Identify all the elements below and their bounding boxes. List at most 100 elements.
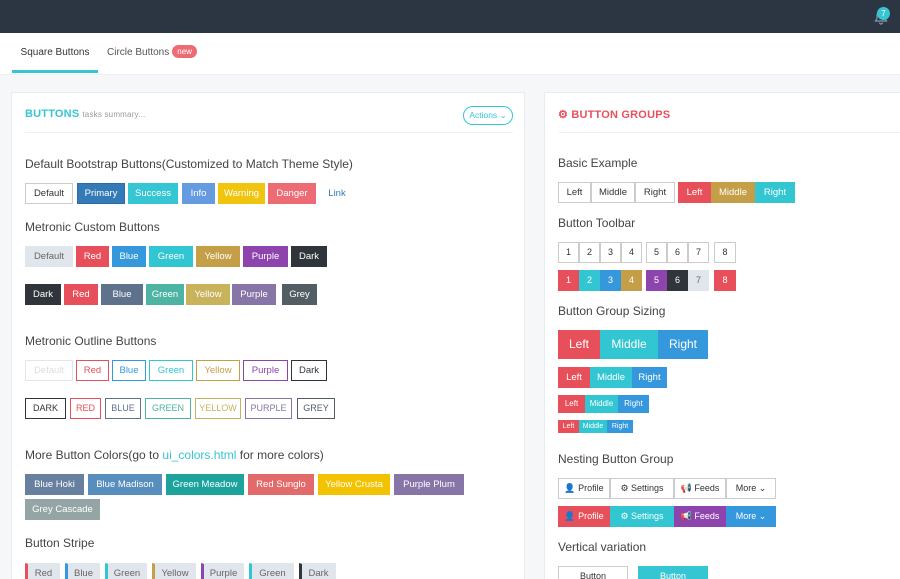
sizing-2-right-button[interactable]: Right [618,395,649,413]
blue-madison-button[interactable]: Blue Madison [88,474,162,495]
toolbar-colored-5-button[interactable]: 5 [646,270,667,291]
outline-dark-button[interactable]: Dark [291,360,327,381]
basic-colored-right-button[interactable]: Right [755,182,795,203]
custom-purple-button[interactable]: Purple [243,246,288,267]
sizing-2-middle-button[interactable]: Middle [585,395,618,413]
custom-dark-button[interactable]: Dark [291,246,327,267]
nesting-colored-settings-button[interactable]: ⚙ Settings [610,506,674,527]
nesting-feeds-button[interactable]: 📢 Feeds [674,478,726,499]
outline-purple-button[interactable]: Purple [243,360,288,381]
custom-green-button[interactable]: Green [149,246,193,267]
toolbar-5-button[interactable]: 5 [646,242,667,263]
sizing-0-middle-button[interactable]: Middle [600,330,658,359]
stripe-red-button[interactable]: Red [25,563,60,579]
toolbar-colored-2-button[interactable]: 2 [579,270,600,291]
outline-alt-green-button[interactable]: GREEN [145,398,191,419]
toolbar-colored-4-button[interactable]: 4 [621,270,642,291]
outline-yellow-button[interactable]: Yellow [196,360,240,381]
nesting-settings-button[interactable]: ⚙ Settings [610,478,674,499]
toolbar-colored-8-button[interactable]: 8 [714,270,736,291]
stripe-blue-button[interactable]: Blue [65,563,100,579]
custom-red-button[interactable]: Red [76,246,109,267]
custom-alt-grey-button[interactable]: Grey [282,284,317,305]
section-heading: Button Toolbar [558,216,636,230]
section-heading: Button Stripe [25,536,95,550]
ui-colors-link[interactable]: ui_colors.html [162,448,237,462]
bootstrap-info-button[interactable]: Info [182,183,215,204]
sizing-0-right-button[interactable]: Right [658,330,708,359]
sizing-3-right-button[interactable]: Right [607,420,633,433]
sizing-2-left-button[interactable]: Left [558,395,585,413]
tab-square-buttons[interactable]: Square Buttons [12,33,98,73]
sizing-0-left-button[interactable]: Left [558,330,600,359]
custom-alt-purple-button[interactable]: Purple [232,284,276,305]
nesting-profile-button[interactable]: 👤 Profile [558,478,610,499]
toolbar-1-button[interactable]: 1 [558,242,579,263]
outline-default-button[interactable]: Default [25,360,73,381]
basic-colored-middle-button[interactable]: Middle [711,182,755,203]
basic-middle-button[interactable]: Middle [591,182,635,203]
outline-alt-grey-button[interactable]: GREY [297,398,335,419]
bootstrap-primary-button[interactable]: Primary [77,183,125,204]
basic-right-button[interactable]: Right [635,182,675,203]
sizing-1-right-button[interactable]: Right [632,367,667,388]
custom-alt-red-button[interactable]: Red [64,284,98,305]
toolbar-2-button[interactable]: 2 [579,242,600,263]
custom-default-button[interactable]: Default [25,246,73,267]
bootstrap-success-button[interactable]: Success [128,183,178,204]
blue-hoki-button[interactable]: Blue Hoki [25,474,84,495]
toolbar-3-button[interactable]: 3 [600,242,621,263]
custom-alt-yellow-button[interactable]: Yellow [186,284,230,305]
bootstrap-danger-button[interactable]: Danger [268,183,316,204]
toolbar-7-button[interactable]: 7 [688,242,709,263]
outline-blue-button[interactable]: Blue [112,360,146,381]
yellow-crusta-button[interactable]: Yellow Crusta [318,474,390,495]
custom-blue-button[interactable]: Blue [112,246,146,267]
sizing-1-middle-button[interactable]: Middle [590,367,632,388]
toolbar-colored-6-button[interactable]: 6 [667,270,688,291]
nesting-colored-feeds-button[interactable]: 📢 Feeds [674,506,726,527]
stripe-purple-button[interactable]: Purple [201,563,244,579]
outline-alt-purple-button[interactable]: PURPLE [245,398,292,419]
tab-label: Square Buttons [20,47,90,58]
custom-yellow-button[interactable]: Yellow [196,246,240,267]
custom-alt-blue-button[interactable]: Blue [101,284,143,305]
bootstrap-link-button[interactable]: Link [328,188,346,199]
outline-green-button[interactable]: Green [149,360,193,381]
outline-alt-red-button[interactable]: RED [70,398,101,419]
toolbar-colored-7-button[interactable]: 7 [688,270,709,291]
outline-alt-yellow-button[interactable]: YELLOW [195,398,241,419]
stripe-green-button[interactable]: Green [105,563,147,579]
nesting-colored-profile-button[interactable]: 👤 Profile [558,506,610,527]
nesting-colored-more-button[interactable]: More ⌄ [726,506,776,527]
outline-alt-blue-button[interactable]: BLUE [105,398,141,419]
stripe-yellow-button[interactable]: Yellow [152,563,196,579]
red-sunglo-button[interactable]: Red Sunglo [248,474,314,495]
toolbar-6-button[interactable]: 6 [667,242,688,263]
stripe-green-button[interactable]: Green [249,563,294,579]
tab-circle-buttons[interactable]: Circle Buttons new [107,33,197,73]
vertical-colored-button[interactable]: Button [638,566,708,579]
bootstrap-default-button[interactable]: Default [25,183,73,204]
nesting-more-button[interactable]: More ⌄ [726,478,776,499]
bootstrap-warning-button[interactable]: Warning [218,183,265,204]
toolbar-4-button[interactable]: 4 [621,242,642,263]
outline-red-button[interactable]: Red [76,360,109,381]
custom-alt-green-button[interactable]: Green [146,284,184,305]
sizing-3-middle-button[interactable]: Middle [579,420,607,433]
basic-left-button[interactable]: Left [558,182,591,203]
actions-button[interactable]: Actions ⌄ [463,106,513,125]
grey-cascade-button[interactable]: Grey Cascade [25,499,100,520]
green-meadow-button[interactable]: Green Meadow [166,474,244,495]
sizing-1-left-button[interactable]: Left [558,367,590,388]
vertical-button[interactable]: Button [558,566,628,579]
basic-colored-left-button[interactable]: Left [678,182,711,203]
toolbar-8-button[interactable]: 8 [714,242,736,263]
toolbar-colored-3-button[interactable]: 3 [600,270,621,291]
sizing-3-left-button[interactable]: Left [558,420,579,433]
toolbar-colored-1-button[interactable]: 1 [558,270,579,291]
purple-plum-button[interactable]: Purple Plum [394,474,464,495]
outline-alt-dark-button[interactable]: DARK [25,398,66,419]
custom-alt-dark-button[interactable]: Dark [25,284,61,305]
stripe-dark-button[interactable]: Dark [299,563,336,579]
